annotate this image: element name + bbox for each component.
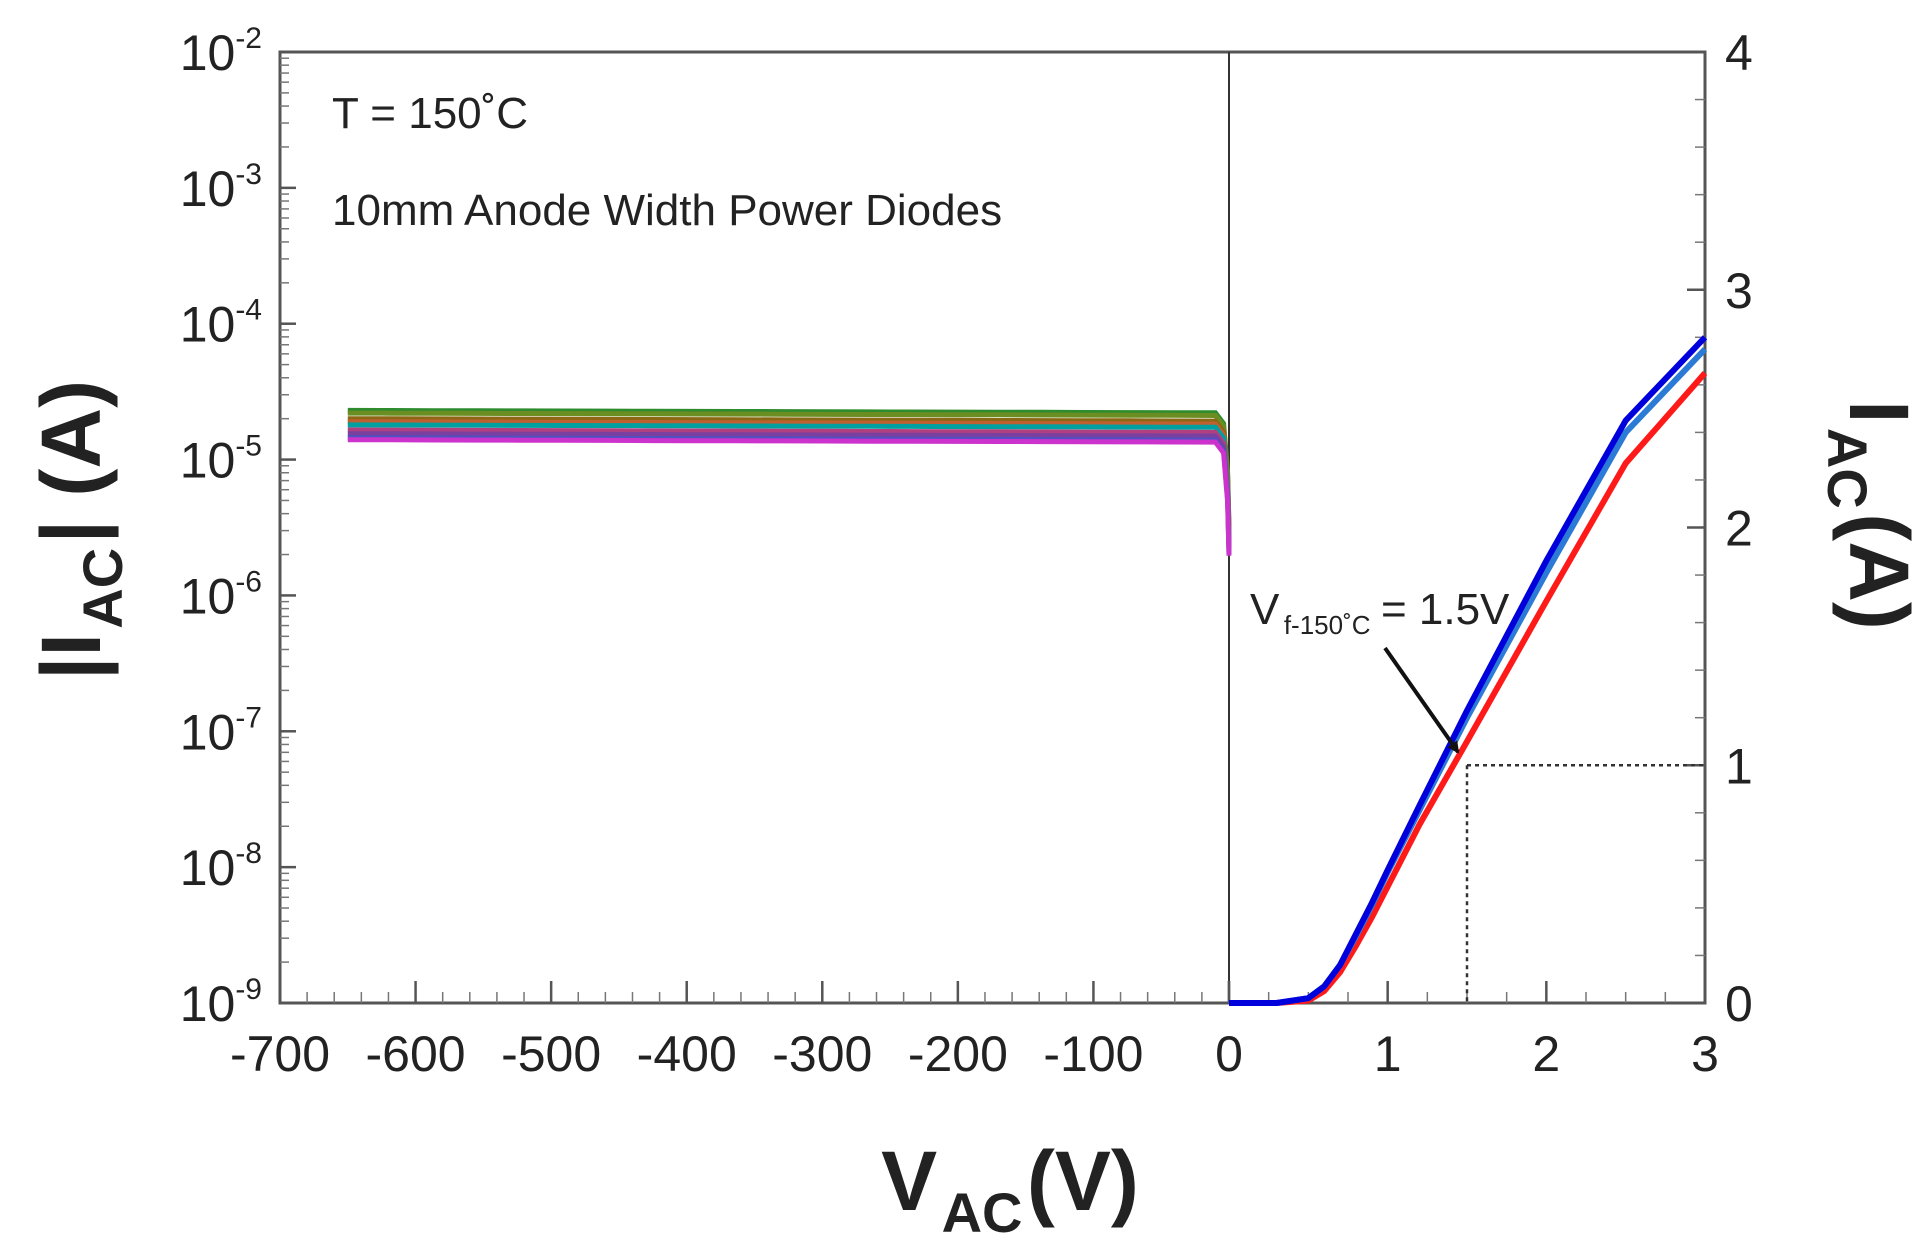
y-left-tick-label-6: 10-8 <box>180 837 262 896</box>
y-left-tick-exp-7: -9 <box>235 973 262 1006</box>
y-axis-left-prefix: |I <box>24 633 119 680</box>
y-left-tick-label-2: 10-4 <box>180 294 262 353</box>
x-axis-title-main: V <box>881 1134 937 1228</box>
y-left-tick-exp-6: -8 <box>235 837 262 870</box>
y-left-tick-label-7: 10-9 <box>180 973 262 1032</box>
leakage-series-line-5 <box>347 427 1232 547</box>
y-left-tick-exp-1: -3 <box>235 158 262 191</box>
forward-series-line-0 <box>1229 371 1708 1006</box>
x-left-tick-label-6: -100 <box>1043 1026 1143 1082</box>
x-left-tick-label-2: -500 <box>501 1026 601 1082</box>
leakage-series-line-4 <box>347 422 1232 541</box>
y-left-tick-base-5: 10 <box>180 704 236 760</box>
y-right-tick-label-3: 3 <box>1725 263 1753 319</box>
y-axis-right-unit: (A) <box>1832 513 1920 630</box>
forward-current-series <box>1229 335 1708 1006</box>
y-right-tick-label-4: 4 <box>1725 25 1753 81</box>
y-left-tick-exp-0: -2 <box>235 22 262 55</box>
forward-series-line-2 <box>1229 335 1708 1006</box>
y-axis-left-title: |I AC | (A) <box>24 380 134 680</box>
y-left-tick-label-5: 10-7 <box>180 701 262 760</box>
bottom-axis-ticks: -700 -600 -500 -400 -300 -200 -100 0 1 2 3 <box>230 981 1719 1082</box>
x-right-tick-label-2: 2 <box>1532 1026 1560 1082</box>
y-left-tick-exp-5: -7 <box>235 701 262 734</box>
x-left-tick-label-5: -200 <box>908 1026 1008 1082</box>
reverse-leakage-series <box>347 407 1232 556</box>
y-left-tick-base-6: 10 <box>180 840 236 896</box>
x-axis-title-unit: (V) <box>1027 1134 1139 1228</box>
vf-annotation-value: = 1.5V <box>1381 585 1510 634</box>
leakage-series-line-7 <box>347 435 1232 554</box>
x-right-tick-label-0: 0 <box>1215 1026 1243 1082</box>
leakage-series-line-8 <box>347 437 1232 556</box>
x-axis-title: V AC (V) <box>881 1134 1139 1244</box>
y-right-tick-label-0: 0 <box>1725 976 1753 1032</box>
leakage-series-line-3 <box>347 419 1232 538</box>
y-left-tick-exp-3: -5 <box>235 430 262 463</box>
y-axis-right-main: I <box>1832 400 1920 423</box>
leakage-series-line-6 <box>347 431 1232 550</box>
y-left-tick-base-2: 10 <box>180 297 236 353</box>
x-axis-title-sub: AC <box>942 1181 1023 1244</box>
y-left-tick-label-1: 10-3 <box>180 158 262 217</box>
vf-annotation: V f-150˚C = 1.5V <box>1250 585 1510 640</box>
y-left-tick-base-7: 10 <box>180 976 236 1032</box>
y-right-tick-label-1: 1 <box>1725 738 1753 794</box>
x-left-tick-label-0: -700 <box>230 1026 330 1082</box>
x-left-tick-label-3: -400 <box>637 1026 737 1082</box>
y-axis-left-sub: AC <box>71 548 134 629</box>
y-left-tick-base-0: 10 <box>180 25 236 81</box>
leakage-series-line-1 <box>347 410 1232 530</box>
device-annotation: 10mm Anode Width Power Diodes <box>332 186 1002 235</box>
left-axis-ticks: 10-210-310-410-510-610-710-810-9 <box>180 22 296 1032</box>
y-left-tick-exp-4: -6 <box>235 565 262 598</box>
y-axis-left-suffix: | (A) <box>24 380 119 543</box>
leakage-series-line-0 <box>347 407 1232 527</box>
y-axis-right-title: I AC (A) <box>1816 400 1920 630</box>
vf-annotation-main: V <box>1250 585 1280 634</box>
y-left-tick-base-3: 10 <box>180 433 236 489</box>
vf-annotation-sub: f-150˚C <box>1284 610 1371 640</box>
right-axis-ticks: 0 1 2 3 4 <box>1687 25 1753 1032</box>
x-left-tick-label-1: -600 <box>366 1026 466 1082</box>
y-axis-right-sub: AC <box>1816 428 1879 509</box>
y-left-tick-label-4: 10-6 <box>180 565 262 624</box>
y-left-tick-label-3: 10-5 <box>180 430 262 489</box>
temperature-annotation: T = 150˚C <box>332 89 528 138</box>
x-right-tick-label-3: 3 <box>1691 1026 1719 1082</box>
y-right-tick-label-2: 2 <box>1725 501 1753 557</box>
x-right-tick-label-1: 1 <box>1374 1026 1402 1082</box>
y-left-tick-exp-2: -4 <box>235 294 262 327</box>
y-left-tick-base-4: 10 <box>180 568 236 624</box>
x-left-tick-label-4: -300 <box>772 1026 872 1082</box>
vf-arrow <box>1383 646 1460 754</box>
leakage-series-line-2 <box>347 416 1232 535</box>
y-left-tick-label-0: 10-2 <box>180 22 262 81</box>
y-left-tick-base-1: 10 <box>180 161 236 217</box>
